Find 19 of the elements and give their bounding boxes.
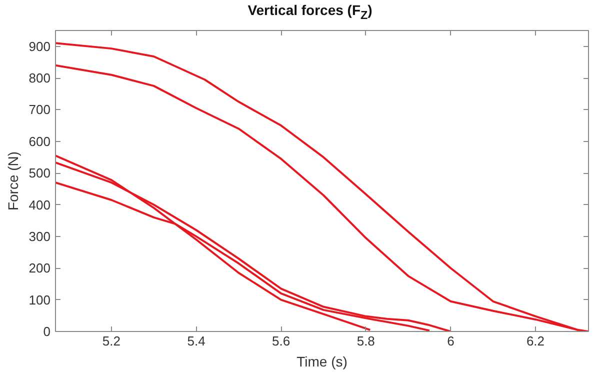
x-tick-label: 5.8 <box>356 334 375 348</box>
x-tick-label: 5.2 <box>102 334 121 348</box>
y-axis-title: Force (N) <box>4 151 21 211</box>
y-tick-label: 700 <box>28 102 51 118</box>
x-tick-label: 6 <box>447 334 454 348</box>
x-tick-label: 5.4 <box>187 334 206 348</box>
y-tick-label: 900 <box>28 38 51 54</box>
y-tick-label: 0 <box>43 324 51 339</box>
y-tick-label: 300 <box>28 228 51 244</box>
y-tick-label: 500 <box>28 166 51 181</box>
y-tick-label: 100 <box>28 292 51 308</box>
y-tick-label: 800 <box>28 70 51 86</box>
chart-title: Vertical forces (F$_{Z}$) <box>246 1 374 24</box>
x-tick-label: 6.2 <box>526 334 545 348</box>
y-tick-label: 400 <box>28 197 51 212</box>
x-axis-title: Time (s) <box>296 354 348 370</box>
y-tick-label: 600 <box>28 134 51 149</box>
y-tick-label: 200 <box>28 260 51 276</box>
x-tick-label: 5.6 <box>272 334 290 348</box>
